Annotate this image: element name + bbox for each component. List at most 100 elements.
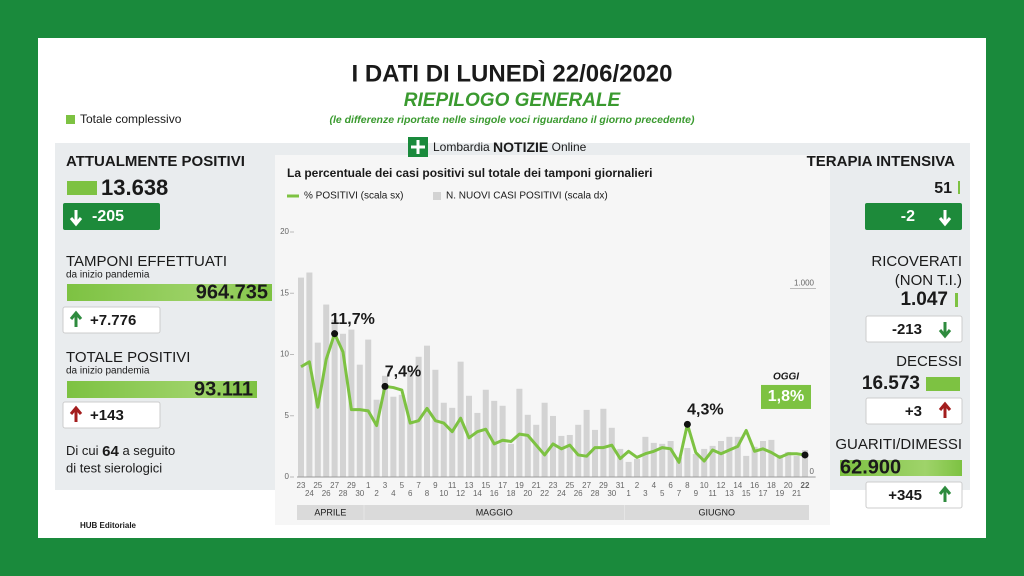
x-tick-label: 10 bbox=[439, 489, 448, 498]
bar bbox=[491, 400, 498, 477]
bar bbox=[600, 408, 607, 477]
bar bbox=[692, 454, 699, 477]
bar bbox=[684, 447, 691, 477]
x-tick-label: 29 bbox=[599, 481, 608, 490]
label-box bbox=[761, 384, 811, 409]
bar bbox=[625, 461, 632, 477]
point bbox=[331, 330, 339, 338]
x-tick-label: 24 bbox=[305, 489, 314, 498]
x-tick-label: 15 bbox=[481, 481, 490, 490]
label: GUARITI/DIMESSI bbox=[835, 436, 962, 453]
value: 51 bbox=[934, 180, 952, 197]
x-tick-label: 5 bbox=[400, 481, 405, 490]
label: RICOVERATI bbox=[871, 253, 962, 270]
x-tick-label: 20 bbox=[523, 489, 532, 498]
bar bbox=[314, 342, 321, 477]
text: a seguito bbox=[122, 443, 175, 458]
label: TOTALE POSITIVI bbox=[66, 349, 190, 366]
bar bbox=[306, 272, 313, 477]
bar bbox=[592, 429, 598, 477]
x-tick-label: 28 bbox=[591, 489, 600, 498]
bar bbox=[365, 339, 372, 477]
x-tick-label: 8 bbox=[425, 489, 430, 498]
x-tick-label: 29 bbox=[347, 481, 356, 490]
x-tick-label: 12 bbox=[456, 489, 465, 498]
bar bbox=[743, 455, 750, 477]
month-label: GIUGNO bbox=[699, 507, 736, 517]
bar bbox=[667, 441, 674, 477]
x-tick-label: 31 bbox=[616, 481, 625, 490]
chart-title: La percentuale dei casi positivi sul tot… bbox=[287, 166, 652, 180]
bar bbox=[390, 396, 397, 477]
y-tick-label: 5 bbox=[285, 411, 290, 420]
x-tick-label: 2 bbox=[635, 481, 640, 490]
month-band bbox=[624, 505, 809, 520]
x-tick-label: 13 bbox=[725, 489, 734, 498]
value: 62.900 bbox=[840, 456, 901, 478]
value: 16.573 bbox=[862, 373, 920, 394]
value: 13.638 bbox=[101, 175, 168, 200]
x-tick-label: 17 bbox=[759, 489, 768, 498]
x-tick-label: 17 bbox=[498, 481, 507, 490]
arrow bbox=[938, 485, 952, 502]
change: +3 bbox=[905, 403, 922, 420]
legend-label: % POSITIVI (scala sx) bbox=[304, 191, 403, 202]
logo-brand: Lombardia bbox=[433, 140, 490, 154]
bar bbox=[768, 439, 775, 477]
bar bbox=[541, 402, 548, 477]
month-label: APRILE bbox=[314, 507, 346, 517]
y-tick-label: 10 bbox=[280, 350, 289, 359]
y2-tick-label: 0 bbox=[810, 467, 815, 476]
arrow bbox=[938, 322, 952, 339]
x-tick-label: 10 bbox=[700, 481, 709, 490]
x-tick-label: 18 bbox=[767, 481, 776, 490]
x-tick-label: 21 bbox=[532, 481, 541, 490]
x-tick-label: 9 bbox=[694, 489, 699, 498]
bar bbox=[415, 356, 422, 477]
bar bbox=[398, 394, 405, 477]
x-tick-label: 27 bbox=[582, 481, 591, 490]
change-box bbox=[865, 315, 963, 343]
x-tick-label: 26 bbox=[574, 489, 583, 498]
x-tick-label: 30 bbox=[355, 489, 364, 498]
bar bbox=[760, 441, 766, 477]
x-tick-label: 16 bbox=[490, 489, 499, 498]
x-tick-label: 11 bbox=[448, 481, 457, 490]
bar bbox=[575, 424, 582, 477]
x-tick-label: 6 bbox=[668, 481, 673, 490]
legend-label: N. NUOVI CASI POSITIVI (scala dx) bbox=[446, 191, 608, 202]
change: -213 bbox=[892, 321, 922, 338]
month-label: MAGGIO bbox=[476, 507, 513, 517]
bar bbox=[659, 443, 666, 477]
x-tick-label: 23 bbox=[297, 481, 306, 490]
logo: Lombardia NOTIZIE Online bbox=[433, 139, 587, 155]
arrow bbox=[938, 401, 952, 418]
bar bbox=[642, 436, 649, 477]
bar bbox=[382, 375, 388, 477]
month-band bbox=[364, 505, 625, 520]
arrow bbox=[69, 210, 83, 227]
x-tick-label: 4 bbox=[652, 481, 657, 490]
bar bbox=[802, 450, 808, 477]
x-tick-label: 19 bbox=[775, 489, 784, 498]
x-tick-label: 21 bbox=[792, 489, 801, 498]
bar bbox=[331, 319, 338, 477]
value-bar bbox=[67, 284, 272, 301]
bar bbox=[373, 399, 380, 477]
x-tick-label: 8 bbox=[685, 481, 690, 490]
x-tick-label: 27 bbox=[330, 481, 339, 490]
bar bbox=[608, 427, 615, 477]
x-tick-label: 22 bbox=[540, 489, 549, 498]
value-bar bbox=[67, 381, 257, 398]
bar bbox=[356, 364, 363, 477]
x-tick-label: 3 bbox=[383, 481, 388, 490]
legend-swatch bbox=[433, 192, 441, 200]
subtitle: RIEPILOGO GENERALE bbox=[404, 90, 622, 111]
x-tick-label: 19 bbox=[515, 481, 524, 490]
change: +143 bbox=[90, 407, 124, 424]
label: ATTUALMENTE POSITIVI bbox=[66, 153, 245, 170]
bar bbox=[734, 436, 741, 477]
footer: HUB Editoriale bbox=[80, 521, 137, 530]
bar bbox=[533, 424, 540, 477]
